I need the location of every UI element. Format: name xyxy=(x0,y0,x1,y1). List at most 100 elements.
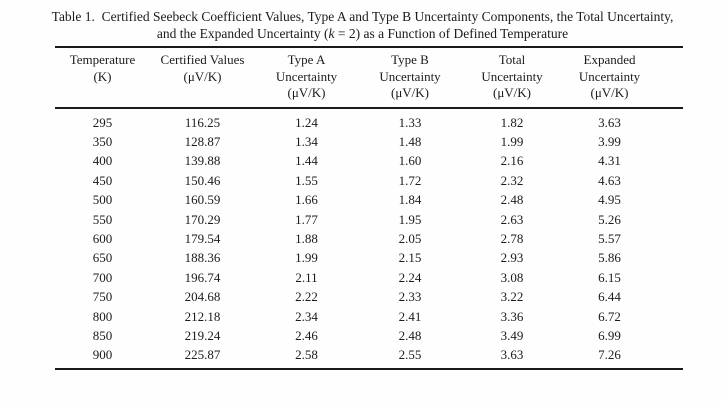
table-row: 650 188.36 1.99 2.15 2.93 5.86 xyxy=(55,248,683,267)
table-row: 550 170.29 1.77 1.95 2.63 5.26 xyxy=(55,210,683,229)
header-line: (K) xyxy=(93,68,112,84)
table-cell-temperature: 650 xyxy=(92,250,113,266)
table-caption: Table 1. Certified Seebeck Coefficient V… xyxy=(0,8,725,42)
caption-line-2-post: = 2) as a Function of Defined Temperatur… xyxy=(334,26,569,41)
table-cell-temperature: 500 xyxy=(92,192,113,208)
header-line: Expanded xyxy=(583,52,636,67)
table-body: 295 116.25 1.24 1.33 1.82 3.63 350 128.87 1.34 1.… xyxy=(55,108,683,369)
table-cell-type-a-uncertainty: 2.22 xyxy=(295,289,318,305)
seebeck-coefficient-table: Temperature (K) Certified Values (μV/K) Type… xyxy=(55,46,683,370)
table-cell-type-b-uncertainty: 2.33 xyxy=(398,289,422,305)
table-cell-type-b-uncertainty: 1.60 xyxy=(398,153,422,169)
table-cell-certified-values: 212.18 xyxy=(184,308,221,324)
table-cell-certified-values: 116.25 xyxy=(184,114,221,130)
header-row: Temperature (K) Certified Values (μV/K) Type… xyxy=(55,47,683,109)
table-cell-temperature: 750 xyxy=(92,289,113,305)
table-row: 700 196.74 2.11 2.24 3.08 6.15 xyxy=(55,268,683,287)
table-cell-total-uncertainty: 1.82 xyxy=(500,114,524,130)
table-cell-temperature: 800 xyxy=(92,308,113,324)
table-cell-type-b-uncertainty: 2.15 xyxy=(398,250,422,266)
header-line: Uncertainty xyxy=(578,68,641,84)
table-cell-expanded-uncertainty: 3.63 xyxy=(598,114,621,130)
table-row: 500 160.59 1.66 1.84 2.48 4.95 xyxy=(55,190,683,209)
table-cell-type-a-uncertainty: 2.46 xyxy=(295,327,318,343)
table-cell-expanded-uncertainty: 6.99 xyxy=(598,327,621,343)
table-cell-total-uncertainty: 2.93 xyxy=(500,250,524,266)
table-cell-total-uncertainty: 1.99 xyxy=(500,133,524,149)
table-cell-temperature: 600 xyxy=(92,230,113,246)
table-cell-certified-values: 188.36 xyxy=(184,250,221,266)
table-cell-total-uncertainty: 2.32 xyxy=(500,172,524,188)
table-header: Temperature (K) Certified Values (μV/K) Type… xyxy=(55,47,683,109)
table-row: 295 116.25 1.24 1.33 1.82 3.63 xyxy=(55,108,683,132)
column-header-certified-values: Certified Values (μV/K) xyxy=(150,47,255,109)
header-line: (μV/K) xyxy=(287,85,326,100)
header-line: (μV/K) xyxy=(390,85,430,100)
table-cell-expanded-uncertainty: 6.72 xyxy=(598,308,621,324)
table-cell-total-uncertainty: 2.48 xyxy=(500,192,524,208)
table-cell-total-uncertainty: 2.63 xyxy=(500,211,524,227)
table-cell-type-a-uncertainty: 1.44 xyxy=(295,153,318,169)
table-cell-total-uncertainty: 3.22 xyxy=(500,289,524,305)
table-cell-certified-values: 196.74 xyxy=(184,269,221,285)
table-cell-certified-values: 179.54 xyxy=(184,230,221,246)
column-header-type-a-uncertainty: Type A Uncertainty (μV/K) xyxy=(255,47,358,109)
table-cell-type-a-uncertainty: 1.77 xyxy=(295,211,318,227)
table-cell-total-uncertainty: 3.49 xyxy=(500,327,524,343)
table-cell-type-a-uncertainty: 2.11 xyxy=(295,269,318,285)
table-row: 400 139.88 1.44 1.60 2.16 4.31 xyxy=(55,151,683,170)
table-cell-temperature: 350 xyxy=(92,133,113,149)
table-cell-expanded-uncertainty: 4.95 xyxy=(598,192,621,208)
caption-k-symbol: k xyxy=(328,26,335,41)
table-cell-temperature: 295 xyxy=(92,114,113,130)
table-cell-certified-values: 139.88 xyxy=(184,153,221,169)
table-cell-temperature: 450 xyxy=(92,172,113,188)
table-row: 850 219.24 2.46 2.48 3.49 6.99 xyxy=(55,326,683,345)
table-cell-certified-values: 225.87 xyxy=(184,347,221,363)
header-line: (μV/K) xyxy=(183,68,222,84)
table-cell-type-a-uncertainty: 1.55 xyxy=(295,172,318,188)
table-cell-expanded-uncertainty: 5.86 xyxy=(598,250,621,266)
table-cell-temperature: 900 xyxy=(92,347,113,363)
table-cell-certified-values: 219.24 xyxy=(184,327,221,343)
table-row: 750 204.68 2.22 2.33 3.22 6.44 xyxy=(55,287,683,306)
header-line: Temperature xyxy=(69,52,136,67)
table-cell-total-uncertainty: 2.16 xyxy=(500,153,524,169)
table-cell-type-b-uncertainty: 2.05 xyxy=(398,230,422,246)
table-cell-certified-values: 128.87 xyxy=(184,133,221,149)
caption-line-1: Table 1. Certified Seebeck Coefficient V… xyxy=(51,9,674,24)
table-cell-temperature: 550 xyxy=(92,211,113,227)
table-row: 450 150.46 1.55 1.72 2.32 4.63 xyxy=(55,171,683,190)
table-row: 900 225.87 2.58 2.55 3.63 7.26 xyxy=(55,345,683,368)
column-header-temperature: Temperature (K) xyxy=(55,47,150,109)
table-cell-type-b-uncertainty: 1.48 xyxy=(398,133,422,149)
table-cell-certified-values: 150.46 xyxy=(184,172,221,188)
header-line: Total xyxy=(498,52,526,67)
table-cell-temperature: 850 xyxy=(92,327,113,343)
header-line: Certified Values xyxy=(160,52,245,67)
header-line: Type B xyxy=(391,52,429,67)
table-cell-total-uncertainty: 3.36 xyxy=(500,308,524,324)
header-line: Uncertainty xyxy=(379,68,441,84)
table-cell-type-b-uncertainty: 2.55 xyxy=(398,347,422,363)
header-line: (μV/K) xyxy=(492,85,532,100)
header-line: Uncertainty xyxy=(275,68,338,84)
table-row: 800 212.18 2.34 2.41 3.36 6.72 xyxy=(55,307,683,326)
table-cell-certified-values: 170.29 xyxy=(184,211,221,227)
table-cell-expanded-uncertainty: 5.57 xyxy=(598,230,621,246)
caption-line-2: and the Expanded Uncertainty (k = 2) as … xyxy=(0,25,725,42)
table-row: 350 128.87 1.34 1.48 1.99 3.99 xyxy=(55,132,683,151)
table-cell-expanded-uncertainty: 7.26 xyxy=(598,347,621,363)
table-cell-type-a-uncertainty: 1.34 xyxy=(295,133,318,149)
table-cell-type-a-uncertainty: 1.99 xyxy=(295,250,318,266)
table-cell-expanded-uncertainty: 3.99 xyxy=(598,133,621,149)
table-cell-total-uncertainty: 2.78 xyxy=(500,230,524,246)
table-cell-type-b-uncertainty: 2.48 xyxy=(398,327,422,343)
table-cell-expanded-uncertainty: 5.26 xyxy=(598,211,621,227)
table-cell-type-a-uncertainty: 1.66 xyxy=(295,192,318,208)
table-cell-type-a-uncertainty: 2.34 xyxy=(295,308,318,324)
table-cell-expanded-uncertainty: 4.31 xyxy=(598,153,621,169)
header-line: Uncertainty xyxy=(481,68,543,84)
column-header-type-b-uncertainty: Type B Uncertainty (μV/K) xyxy=(358,47,462,109)
